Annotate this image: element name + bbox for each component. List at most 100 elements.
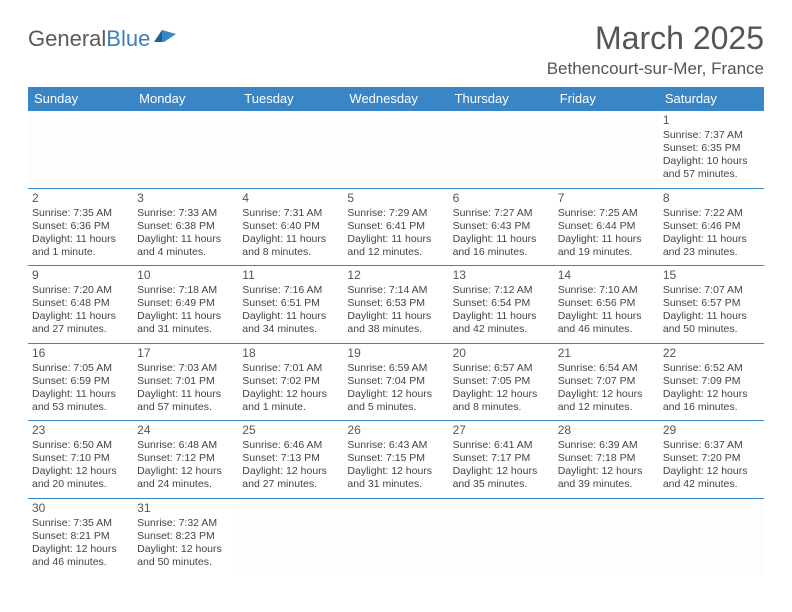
- daylight-text: and 57 minutes.: [663, 168, 760, 181]
- day-number: 26: [347, 423, 444, 438]
- daylight-text: Daylight: 11 hours: [558, 233, 655, 246]
- title-block: March 2025 Bethencourt-sur-Mer, France: [547, 20, 764, 79]
- calendar-day-cell: [449, 498, 554, 575]
- daylight-text: and 50 minutes.: [137, 556, 234, 569]
- calendar-day-cell: [554, 111, 659, 189]
- sunrise-text: Sunrise: 6:37 AM: [663, 439, 760, 452]
- daylight-text: and 31 minutes.: [347, 478, 444, 491]
- calendar-day-cell: 10Sunrise: 7:18 AMSunset: 6:49 PMDayligh…: [133, 266, 238, 344]
- daylight-text: Daylight: 12 hours: [453, 465, 550, 478]
- calendar-day-cell: [343, 111, 448, 189]
- sunrise-text: Sunrise: 7:20 AM: [32, 284, 129, 297]
- sunset-text: Sunset: 7:09 PM: [663, 375, 760, 388]
- sunset-text: Sunset: 6:49 PM: [137, 297, 234, 310]
- sunrise-text: Sunrise: 7:18 AM: [137, 284, 234, 297]
- calendar-day-cell: [133, 111, 238, 189]
- daylight-text: Daylight: 11 hours: [453, 233, 550, 246]
- daylight-text: and 12 minutes.: [347, 246, 444, 259]
- sunrise-text: Sunrise: 7:27 AM: [453, 207, 550, 220]
- daylight-text: and 12 minutes.: [558, 401, 655, 414]
- daylight-text: Daylight: 12 hours: [453, 388, 550, 401]
- sunrise-text: Sunrise: 7:22 AM: [663, 207, 760, 220]
- daylight-text: Daylight: 12 hours: [558, 388, 655, 401]
- day-number: 20: [453, 346, 550, 361]
- weekday-header: Saturday: [659, 87, 764, 111]
- daylight-text: and 4 minutes.: [137, 246, 234, 259]
- calendar-day-cell: [238, 498, 343, 575]
- sunset-text: Sunset: 6:41 PM: [347, 220, 444, 233]
- day-number: 16: [32, 346, 129, 361]
- calendar-day-cell: 26Sunrise: 6:43 AMSunset: 7:15 PMDayligh…: [343, 421, 448, 499]
- sunset-text: Sunset: 6:59 PM: [32, 375, 129, 388]
- daylight-text: and 35 minutes.: [453, 478, 550, 491]
- calendar-day-cell: [449, 111, 554, 189]
- daylight-text: and 8 minutes.: [242, 246, 339, 259]
- day-number: 6: [453, 191, 550, 206]
- daylight-text: and 20 minutes.: [32, 478, 129, 491]
- daylight-text: Daylight: 12 hours: [137, 465, 234, 478]
- daylight-text: and 27 minutes.: [32, 323, 129, 336]
- daylight-text: and 24 minutes.: [137, 478, 234, 491]
- daylight-text: and 57 minutes.: [137, 401, 234, 414]
- calendar-day-cell: 7Sunrise: 7:25 AMSunset: 6:44 PMDaylight…: [554, 188, 659, 266]
- sunset-text: Sunset: 7:13 PM: [242, 452, 339, 465]
- daylight-text: Daylight: 12 hours: [663, 388, 760, 401]
- daylight-text: and 1 minute.: [242, 401, 339, 414]
- daylight-text: and 50 minutes.: [663, 323, 760, 336]
- daylight-text: Daylight: 12 hours: [347, 465, 444, 478]
- sunset-text: Sunset: 8:23 PM: [137, 530, 234, 543]
- sunset-text: Sunset: 7:15 PM: [347, 452, 444, 465]
- weekday-header: Monday: [133, 87, 238, 111]
- daylight-text: Daylight: 11 hours: [137, 233, 234, 246]
- logo-text-2: Blue: [106, 26, 150, 52]
- sunset-text: Sunset: 7:18 PM: [558, 452, 655, 465]
- calendar-day-cell: 18Sunrise: 7:01 AMSunset: 7:02 PMDayligh…: [238, 343, 343, 421]
- daylight-text: and 27 minutes.: [242, 478, 339, 491]
- daylight-text: Daylight: 11 hours: [32, 310, 129, 323]
- calendar-day-cell: 2Sunrise: 7:35 AMSunset: 6:36 PMDaylight…: [28, 188, 133, 266]
- day-number: 28: [558, 423, 655, 438]
- calendar-day-cell: 15Sunrise: 7:07 AMSunset: 6:57 PMDayligh…: [659, 266, 764, 344]
- calendar-day-cell: 29Sunrise: 6:37 AMSunset: 7:20 PMDayligh…: [659, 421, 764, 499]
- day-number: 7: [558, 191, 655, 206]
- sunrise-text: Sunrise: 6:41 AM: [453, 439, 550, 452]
- day-number: 8: [663, 191, 760, 206]
- sunrise-text: Sunrise: 7:35 AM: [32, 207, 129, 220]
- sunset-text: Sunset: 6:36 PM: [32, 220, 129, 233]
- daylight-text: and 38 minutes.: [347, 323, 444, 336]
- sunrise-text: Sunrise: 6:39 AM: [558, 439, 655, 452]
- daylight-text: Daylight: 11 hours: [347, 310, 444, 323]
- day-number: 1: [663, 113, 760, 128]
- day-number: 13: [453, 268, 550, 283]
- sunset-text: Sunset: 6:38 PM: [137, 220, 234, 233]
- daylight-text: Daylight: 12 hours: [663, 465, 760, 478]
- sunset-text: Sunset: 7:02 PM: [242, 375, 339, 388]
- daylight-text: and 8 minutes.: [453, 401, 550, 414]
- sunrise-text: Sunrise: 7:35 AM: [32, 517, 129, 530]
- calendar-day-cell: 16Sunrise: 7:05 AMSunset: 6:59 PMDayligh…: [28, 343, 133, 421]
- daylight-text: Daylight: 11 hours: [32, 388, 129, 401]
- day-number: 4: [242, 191, 339, 206]
- calendar-day-cell: 17Sunrise: 7:03 AMSunset: 7:01 PMDayligh…: [133, 343, 238, 421]
- calendar-day-cell: 4Sunrise: 7:31 AMSunset: 6:40 PMDaylight…: [238, 188, 343, 266]
- month-title: March 2025: [547, 20, 764, 57]
- daylight-text: Daylight: 11 hours: [137, 388, 234, 401]
- daylight-text: Daylight: 11 hours: [453, 310, 550, 323]
- daylight-text: Daylight: 11 hours: [32, 233, 129, 246]
- calendar-week-row: 30Sunrise: 7:35 AMSunset: 8:21 PMDayligh…: [28, 498, 764, 575]
- daylight-text: Daylight: 11 hours: [137, 310, 234, 323]
- calendar-day-cell: [238, 111, 343, 189]
- daylight-text: Daylight: 12 hours: [32, 465, 129, 478]
- calendar-day-cell: 22Sunrise: 6:52 AMSunset: 7:09 PMDayligh…: [659, 343, 764, 421]
- calendar-day-cell: 20Sunrise: 6:57 AMSunset: 7:05 PMDayligh…: [449, 343, 554, 421]
- sunset-text: Sunset: 6:56 PM: [558, 297, 655, 310]
- sunrise-text: Sunrise: 7:05 AM: [32, 362, 129, 375]
- sunset-text: Sunset: 6:51 PM: [242, 297, 339, 310]
- sunset-text: Sunset: 7:05 PM: [453, 375, 550, 388]
- day-number: 19: [347, 346, 444, 361]
- sunset-text: Sunset: 6:43 PM: [453, 220, 550, 233]
- daylight-text: and 16 minutes.: [663, 401, 760, 414]
- daylight-text: and 23 minutes.: [663, 246, 760, 259]
- day-number: 31: [137, 501, 234, 516]
- daylight-text: and 53 minutes.: [32, 401, 129, 414]
